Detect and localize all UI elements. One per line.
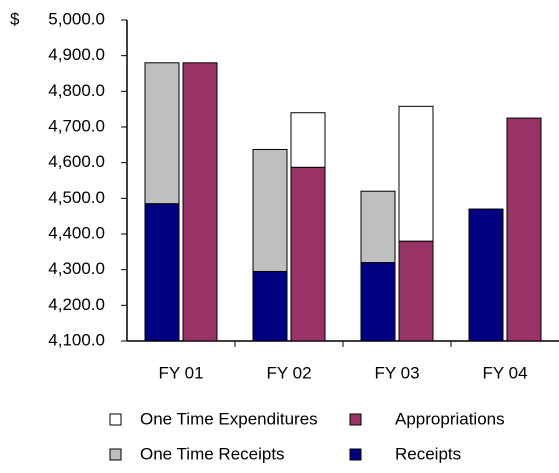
legend-label: Receipts xyxy=(395,444,461,463)
bar-segment xyxy=(252,148,288,272)
y-tick-label: 4,700.0 xyxy=(48,116,105,135)
y-unit: $ xyxy=(10,9,20,28)
bar-segment xyxy=(398,240,434,342)
legend-label: One Time Expenditures xyxy=(140,409,318,428)
x-tick-label: FY 04 xyxy=(482,363,527,382)
y-tick-label: 5,000.0 xyxy=(48,9,105,28)
legend-marker xyxy=(109,413,122,426)
bar-segment xyxy=(398,105,434,242)
legend-label: One Time Receipts xyxy=(140,444,285,463)
y-tick-label: 4,900.0 xyxy=(48,45,105,64)
legend-label: Appropriations xyxy=(395,409,505,428)
y-tick-label: 4,400.0 xyxy=(48,223,105,242)
bar-segment xyxy=(506,117,542,342)
y-tick-label: 4,300.0 xyxy=(48,259,105,278)
x-tick-label: FY 01 xyxy=(158,363,203,382)
bar-segment xyxy=(468,208,504,342)
y-tick-label: 4,600.0 xyxy=(48,152,105,171)
y-tick-label: 4,100.0 xyxy=(48,330,105,349)
y-tick-label: 4,800.0 xyxy=(48,81,105,100)
x-tick-label: FY 02 xyxy=(266,363,311,382)
bar-segment xyxy=(182,62,218,342)
bar-segment xyxy=(252,270,288,342)
bar-segment xyxy=(144,62,180,205)
bar-segment xyxy=(144,203,180,342)
legend-marker xyxy=(109,448,122,461)
bar-segment xyxy=(360,190,396,264)
x-tick-label: FY 03 xyxy=(374,363,419,382)
bar-segment xyxy=(360,262,396,342)
y-tick-label: 4,200.0 xyxy=(48,295,105,314)
y-tick-label: 4,500.0 xyxy=(48,188,105,207)
bar-segment xyxy=(290,112,326,168)
legend-marker xyxy=(349,448,362,461)
legend-marker xyxy=(349,413,362,426)
bar-segment xyxy=(290,166,326,342)
